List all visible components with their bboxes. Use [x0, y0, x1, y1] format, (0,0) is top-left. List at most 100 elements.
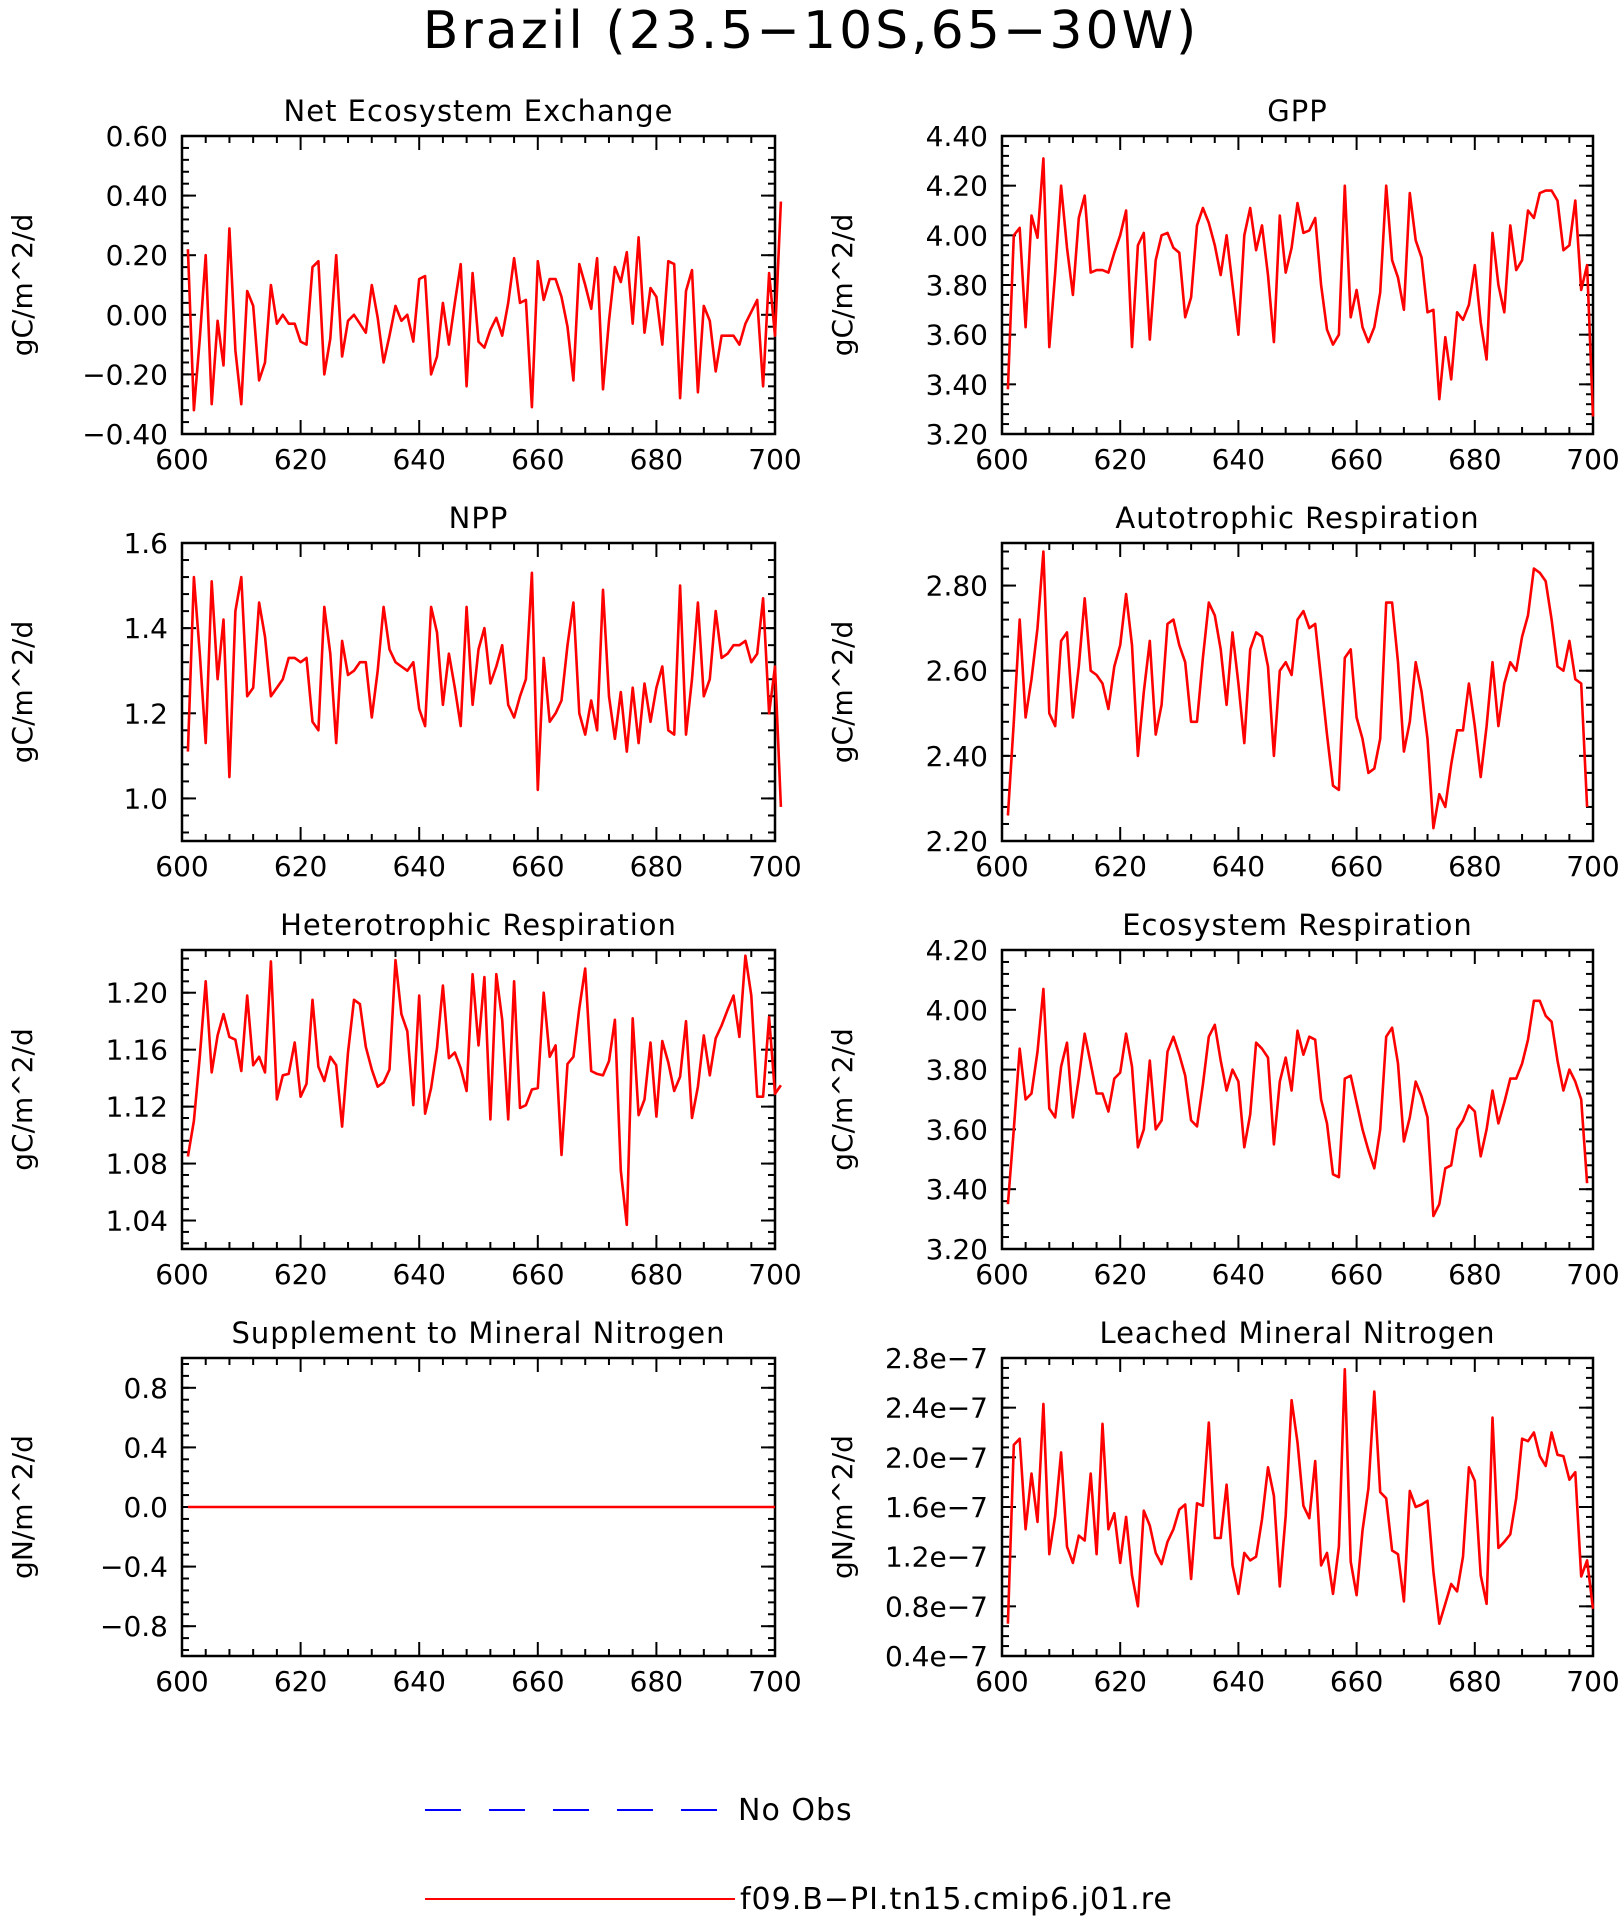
x-tick-label: 700 — [1566, 1665, 1619, 1698]
x-tick-label: 680 — [1448, 1665, 1501, 1698]
series-line — [186, 571, 783, 807]
x-tick-label: 680 — [630, 850, 683, 883]
x-tick-label: 640 — [392, 443, 445, 476]
y-tick-label: 0.8 — [123, 1372, 168, 1405]
x-tick-label: 620 — [274, 850, 327, 883]
y-tick-label: 0.4e−7 — [885, 1640, 988, 1673]
x-tick-label: 620 — [1093, 1258, 1146, 1291]
y-axis-label: gC/m^2/d — [6, 214, 39, 357]
x-tick-label: 660 — [1330, 850, 1383, 883]
x-tick-label: 660 — [511, 443, 564, 476]
x-tick-label: 620 — [1093, 850, 1146, 883]
plot-frame — [180, 948, 777, 1251]
x-tick-label: 700 — [748, 443, 801, 476]
y-tick-label: 1.16 — [106, 1034, 168, 1067]
x-tick-label: 640 — [1212, 1258, 1265, 1291]
y-tick-label: 0.00 — [106, 299, 168, 332]
series-line — [1006, 550, 1589, 830]
y-tick-label: 1.4 — [123, 612, 168, 645]
x-tick-label: 640 — [1212, 443, 1265, 476]
x-tick-label: 620 — [274, 1665, 327, 1698]
y-tick-label: 3.60 — [926, 1113, 988, 1146]
legend-label-no-obs: No Obs — [738, 1793, 853, 1828]
legend-label-model: f09.B−PI.tn15.cmip6.j01.re — [740, 1882, 1173, 1916]
x-tick-label: 680 — [630, 1258, 683, 1291]
panel-title: Leached Mineral Nitrogen — [1099, 1316, 1495, 1350]
y-tick-label: 1.6e−7 — [885, 1491, 988, 1524]
x-tick-label: 600 — [975, 1665, 1028, 1698]
x-tick-label: 640 — [1212, 1665, 1265, 1698]
y-tick-label: 3.20 — [926, 418, 988, 451]
x-tick-label: 680 — [630, 443, 683, 476]
x-tick-label: 600 — [155, 850, 208, 883]
x-tick-label: 700 — [1566, 1258, 1619, 1291]
x-tick-label: 620 — [274, 1258, 327, 1291]
series-line — [186, 954, 782, 1227]
plot-frame — [1000, 541, 1595, 843]
y-tick-label: 0.60 — [106, 120, 168, 153]
y-tick-label: 1.20 — [106, 977, 168, 1010]
y-tick-label: 2.20 — [926, 825, 988, 858]
panel-title: NPP — [449, 501, 509, 535]
chart-panel-5: Heterotrophic Respiration gC/m^2/d 600 620 6… — [6, 908, 802, 1291]
y-tick-label: 3.40 — [926, 368, 988, 401]
panel-title: Heterotrophic Respiration — [280, 908, 677, 942]
y-axis-label: gC/m^2/d — [6, 621, 39, 764]
y-tick-label: −0.40 — [82, 418, 168, 451]
y-tick-label: 0.40 — [106, 180, 168, 213]
chart-panel-8: Leached Mineral Nitrogen gN/m^2/d 600 620 64… — [826, 1316, 1620, 1698]
y-tick-label: 4.00 — [926, 994, 988, 1027]
chart-panel-7: Supplement to Mineral Nitrogen gN/m^2/d 60… — [6, 1316, 802, 1698]
x-tick-label: 680 — [1448, 850, 1501, 883]
y-tick-label: −0.4 — [100, 1551, 168, 1584]
y-axis-label: gC/m^2/d — [6, 1028, 39, 1171]
y-tick-label: 1.6 — [123, 527, 168, 560]
x-tick-label: 700 — [748, 850, 801, 883]
y-axis-label: gC/m^2/d — [826, 621, 859, 764]
series-line — [1006, 157, 1595, 417]
chart-panel-2: GPP gC/m^2/d 600 620 640 660 680 700 3.20 3.40 3.6… — [826, 94, 1620, 476]
x-tick-label: 600 — [155, 443, 208, 476]
series-line — [186, 201, 783, 412]
x-tick-label: 640 — [392, 1258, 445, 1291]
x-tick-label: 640 — [392, 850, 445, 883]
figure-title: Brazil (23.5−10S,65−30W) — [423, 1, 1200, 61]
series-line — [1006, 1367, 1595, 1625]
y-tick-label: 2.0e−7 — [885, 1441, 988, 1474]
y-tick-label: 2.4e−7 — [885, 1392, 988, 1425]
x-tick-label: 620 — [274, 443, 327, 476]
y-tick-label: 4.00 — [926, 219, 988, 252]
y-tick-label: 0.20 — [106, 239, 168, 272]
y-tick-label: 3.80 — [926, 1054, 988, 1087]
legend: No Obs f09.B−PI.tn15.cmip6.j01.re — [425, 1793, 1173, 1916]
y-tick-label: 0.4 — [123, 1431, 168, 1464]
x-tick-label: 680 — [1448, 443, 1501, 476]
y-tick-label: 0.0 — [123, 1491, 168, 1524]
y-axis-label: gC/m^2/d — [826, 214, 859, 357]
x-tick-label: 680 — [630, 1665, 683, 1698]
x-tick-label: 660 — [511, 1258, 564, 1291]
y-tick-label: 4.20 — [926, 934, 988, 967]
series-line — [1006, 987, 1589, 1218]
y-tick-label: 1.2 — [123, 697, 168, 730]
x-tick-label: 660 — [1330, 443, 1383, 476]
x-tick-label: 600 — [155, 1665, 208, 1698]
y-tick-label: 1.04 — [106, 1205, 168, 1238]
panel-title: GPP — [1267, 94, 1327, 128]
x-tick-label: 600 — [155, 1258, 208, 1291]
y-tick-label: 3.40 — [926, 1173, 988, 1206]
y-tick-label: 2.40 — [926, 740, 988, 773]
x-tick-label: 700 — [1566, 850, 1619, 883]
y-axis-label: gN/m^2/d — [6, 1435, 39, 1579]
x-tick-label: 680 — [1448, 1258, 1501, 1291]
y-tick-label: 3.20 — [926, 1233, 988, 1266]
chart-panel-1: Net Ecosystem Exchange gC/m^2/d 600 620 640 6… — [6, 94, 802, 476]
y-tick-label: 2.80 — [926, 570, 988, 603]
y-tick-label: 2.60 — [926, 655, 988, 688]
y-tick-label: 4.20 — [926, 170, 988, 203]
x-tick-label: 600 — [975, 443, 1028, 476]
y-tick-label: −0.20 — [82, 358, 168, 391]
y-tick-label: 1.08 — [106, 1148, 168, 1181]
x-tick-label: 660 — [511, 850, 564, 883]
